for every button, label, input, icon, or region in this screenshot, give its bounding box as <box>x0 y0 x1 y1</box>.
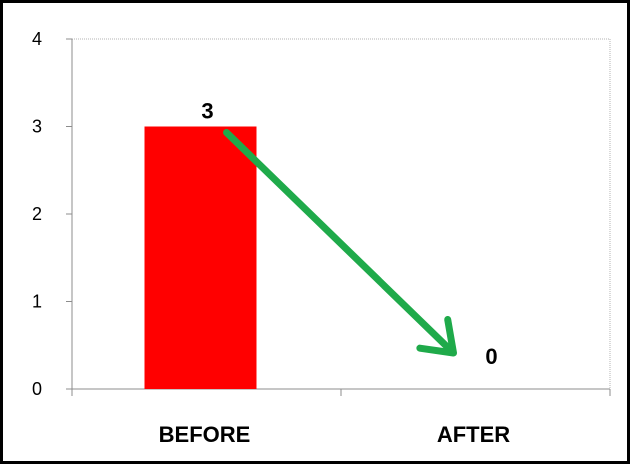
y-tick-label: 3 <box>32 117 42 137</box>
y-axis: 0 1 2 3 4 <box>32 29 73 399</box>
y-tick-label: 0 <box>32 379 42 399</box>
data-labels: 30 <box>201 99 497 370</box>
bar-before <box>144 126 257 389</box>
bars <box>144 126 257 389</box>
x-category-label: AFTER <box>437 422 510 447</box>
trend-arrow-shaft <box>223 129 455 355</box>
x-axis: BEFORE AFTER <box>71 388 611 447</box>
trend-annotation <box>223 129 457 357</box>
y-tick-label: 1 <box>32 292 42 312</box>
data-label-before: 3 <box>201 99 213 124</box>
y-tick-label: 2 <box>32 204 42 224</box>
data-label-after: 0 <box>485 344 497 369</box>
x-category-label: BEFORE <box>159 422 251 447</box>
trend-arrow-head <box>416 315 457 357</box>
y-tick-label: 4 <box>32 29 42 49</box>
